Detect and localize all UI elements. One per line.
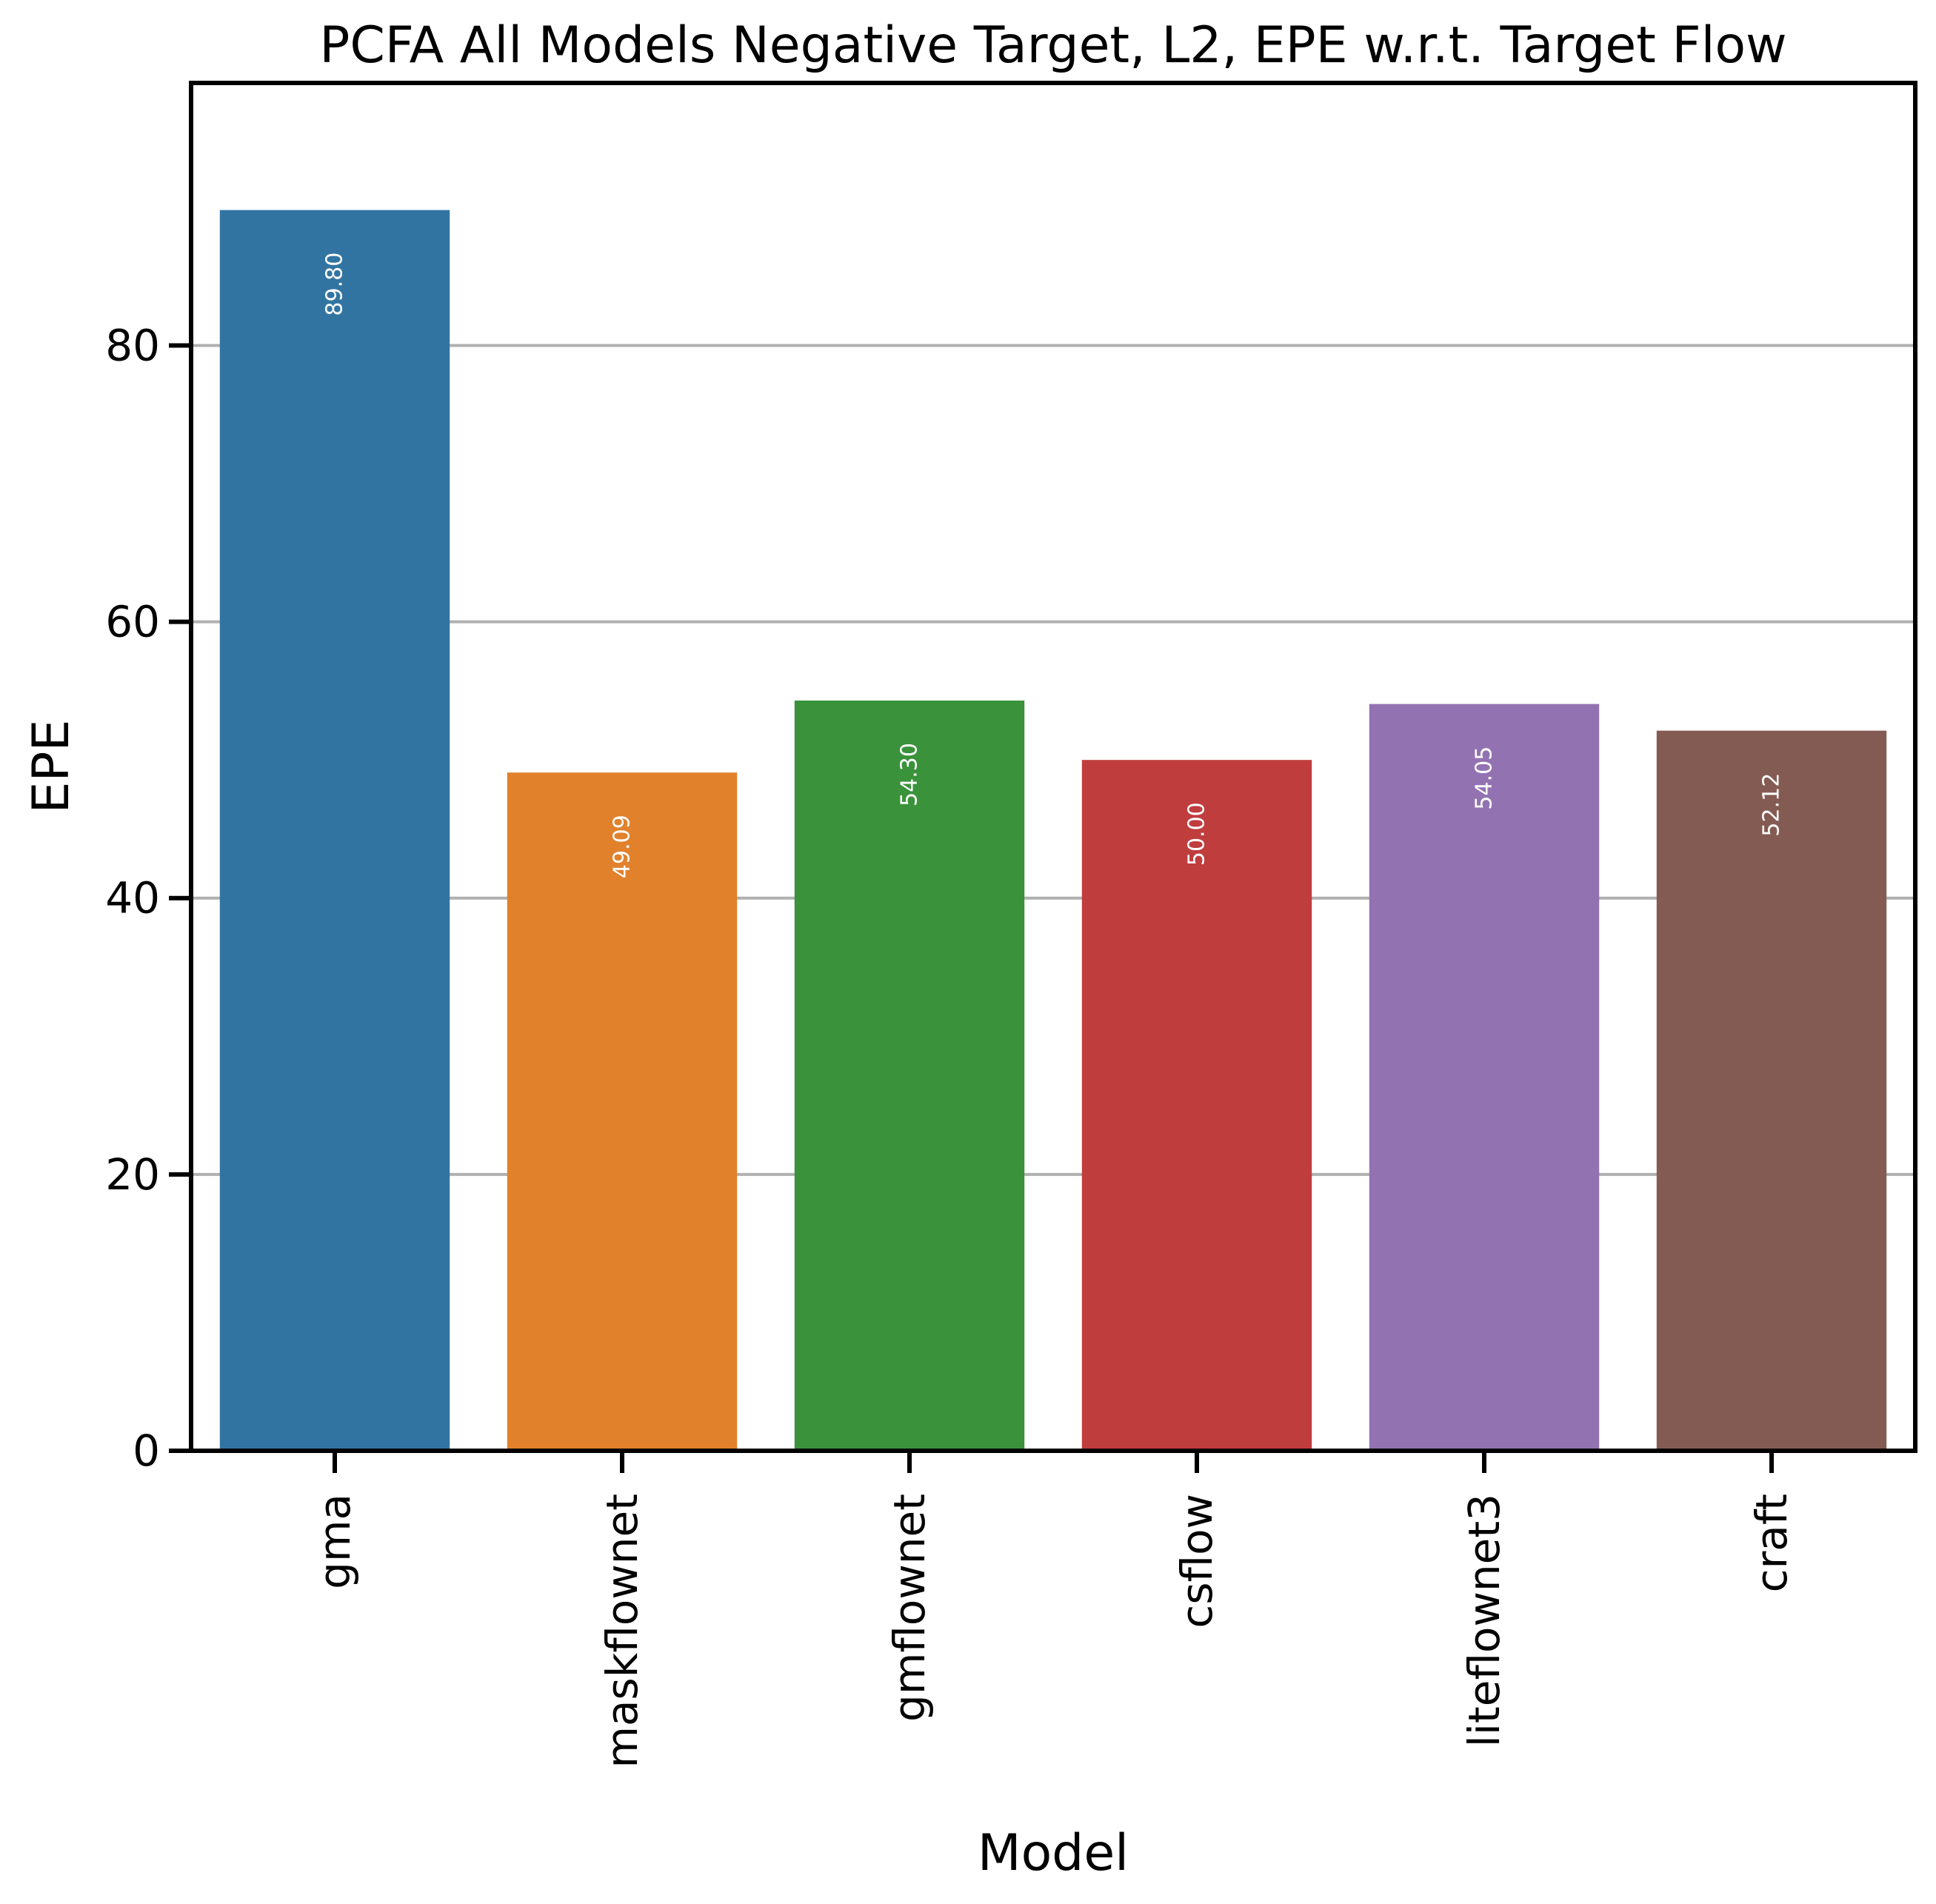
data-label-csflow: 50.00 <box>1184 802 1210 866</box>
y-axis: 0 20 40 60 80 <box>105 320 191 1476</box>
bar-maskflownet <box>507 772 738 1451</box>
chart-title: PCFA All Models Negative Target, L2, EPE… <box>319 16 1786 75</box>
data-label-gmflownet: 54.30 <box>897 743 923 806</box>
y-tick-label: 80 <box>105 320 160 370</box>
bar-csflow <box>1081 760 1312 1451</box>
x-tick-label: gmflownet <box>884 1494 935 1722</box>
x-tick-label: gma <box>310 1494 360 1589</box>
grid-lines <box>191 344 1915 1176</box>
x-axis: gma maskflownet gmflownet csflow liteflownet… <box>310 1451 1797 1768</box>
x-tick-label: csflow <box>1172 1494 1222 1629</box>
bar-craft <box>1656 730 1887 1451</box>
bars <box>219 210 1887 1452</box>
x-tick-label: maskflownet <box>597 1494 647 1768</box>
y-tick-label: 40 <box>105 873 160 923</box>
x-tick-label: liteflownet3 <box>1459 1494 1509 1747</box>
x-axis-label: Model <box>978 1824 1129 1883</box>
data-label-liteflownet3: 54.05 <box>1472 746 1498 810</box>
data-label-gma: 89.80 <box>322 253 348 316</box>
y-tick-label: 0 <box>133 1426 160 1476</box>
y-tick-label: 60 <box>105 597 160 647</box>
y-axis-label: EPE <box>22 720 81 814</box>
y-tick-label: 20 <box>105 1149 160 1200</box>
data-labels: 89.80 49.09 54.30 50.00 54.05 52.12 <box>322 253 1785 878</box>
bar-gmflownet <box>794 700 1025 1451</box>
x-tick-label: craft <box>1746 1494 1797 1592</box>
data-label-maskflownet: 49.09 <box>610 815 635 878</box>
data-label-craft: 52.12 <box>1759 773 1785 837</box>
bar-gma <box>219 210 450 1452</box>
plot-frame <box>189 81 1917 1453</box>
bar-liteflownet3 <box>1369 704 1600 1451</box>
